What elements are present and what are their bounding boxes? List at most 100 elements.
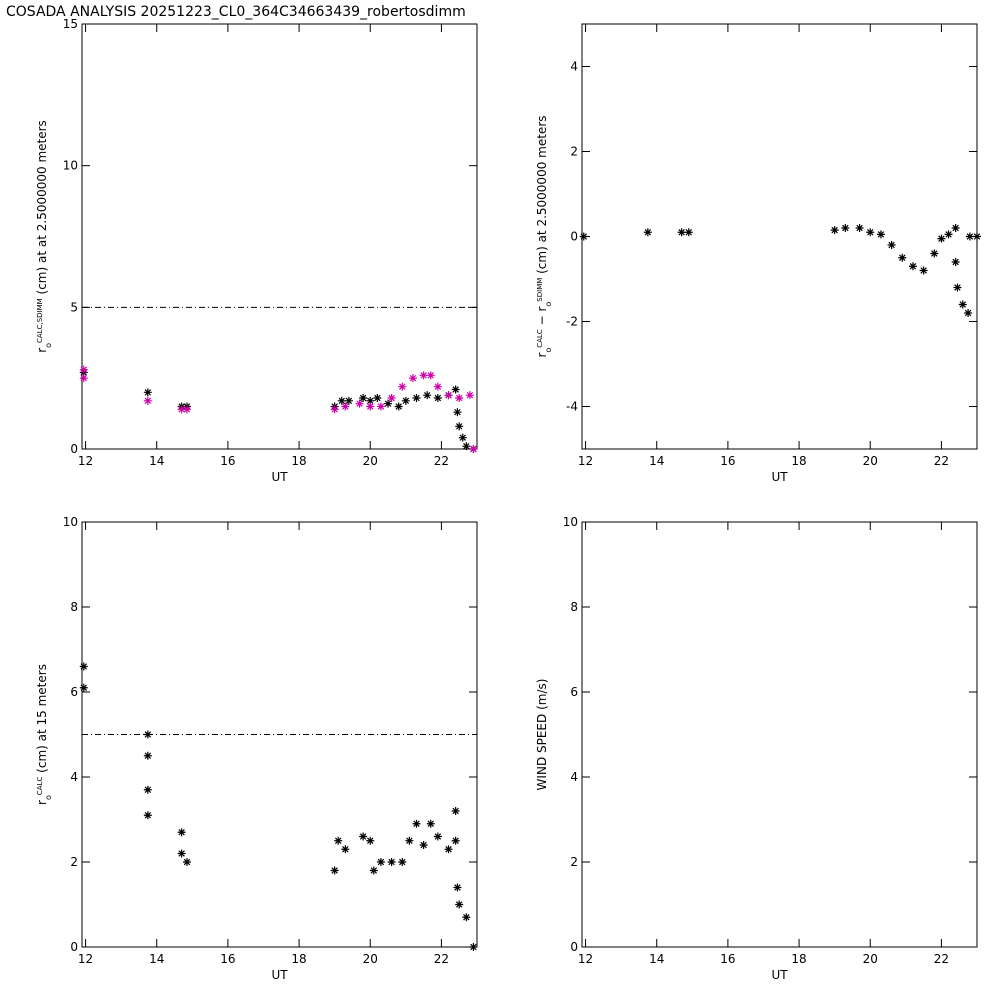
point: [376, 858, 385, 866]
point: [465, 391, 474, 400]
y-axis-label-part: CALC: [536, 329, 544, 348]
point: [369, 866, 378, 875]
y-axis-label-part: WIND SPEED (m/s): [535, 679, 549, 791]
y-tick-label: 0: [570, 230, 578, 244]
x-tick-label: 14: [149, 454, 164, 468]
x-tick-label: 12: [578, 454, 593, 468]
x-tick-label: 12: [78, 952, 93, 966]
point: [177, 849, 186, 858]
x-tick-label: 22: [434, 454, 449, 468]
point: [919, 266, 928, 275]
x-axis-label: UT: [271, 470, 288, 484]
point: [677, 228, 686, 237]
plot-frame: [581, 521, 978, 948]
y-axis-label-part: r: [535, 353, 549, 358]
y-axis-label-part: r: [35, 800, 49, 805]
point: [423, 391, 432, 400]
x-tick-label: 18: [791, 454, 806, 468]
point: [426, 371, 435, 380]
x-tick-label: 20: [863, 952, 878, 966]
point: [401, 396, 410, 405]
plot-frame: [581, 23, 978, 450]
point: [359, 394, 368, 402]
point: [405, 836, 414, 845]
x-tick-label: 22: [934, 952, 949, 966]
point: [334, 836, 343, 845]
point: [930, 249, 939, 258]
y-tick-label: 5: [70, 300, 78, 314]
point: [453, 883, 462, 892]
point: [462, 442, 471, 451]
y-axis-label: roCALC − roSDIMM (cm) at 2.5000000 meter…: [535, 115, 553, 357]
y-tick-label: 0: [70, 940, 78, 954]
point: [908, 262, 917, 271]
point: [366, 836, 375, 845]
point: [419, 841, 428, 849]
point: [79, 365, 88, 374]
y-axis-label: WIND SPEED (m/s): [535, 679, 549, 791]
y-axis-label-part: (cm) at 15 meters: [35, 664, 49, 777]
point: [387, 858, 396, 866]
point: [337, 396, 346, 405]
x-tick-label: 22: [434, 952, 449, 966]
point: [366, 402, 375, 411]
point: [455, 900, 464, 909]
point: [177, 828, 186, 837]
point: [177, 405, 186, 414]
point: [143, 730, 152, 739]
point: [143, 388, 152, 397]
x-tick-label: 16: [220, 454, 235, 468]
point: [341, 402, 350, 411]
y-tick-label: 4: [570, 60, 578, 74]
point: [455, 394, 464, 402]
point: [355, 399, 364, 408]
y-axis-label: roCALC,SDIMM (cm) at at 2.5000000 meters: [35, 120, 53, 353]
point: [451, 385, 460, 394]
plot-frame: [81, 23, 478, 450]
point: [953, 283, 962, 292]
point: [455, 422, 464, 431]
point: [387, 394, 396, 402]
y-tick-label: 15: [63, 17, 78, 31]
y-tick-label: 4: [570, 770, 578, 784]
x-tick-label: 12: [578, 952, 593, 966]
point: [855, 224, 864, 232]
y-axis-label-part: − r: [535, 307, 549, 330]
x-axis-label: UT: [271, 968, 288, 982]
point: [394, 402, 403, 411]
point: [469, 445, 478, 453]
y-axis-label-part: o: [44, 795, 53, 800]
point: [469, 943, 478, 951]
point: [143, 751, 152, 760]
point: [79, 662, 88, 671]
y-axis-label-part: SDIMM: [536, 278, 544, 302]
point: [458, 433, 467, 442]
point: [426, 819, 435, 828]
point: [384, 399, 393, 408]
point: [937, 234, 946, 243]
x-tick-label: 14: [649, 454, 664, 468]
point: [143, 785, 152, 794]
point: [412, 394, 421, 402]
y-axis-label-part: o: [544, 348, 553, 353]
point: [408, 374, 417, 383]
x-tick-label: 20: [363, 454, 378, 468]
point: [951, 258, 960, 266]
x-tick-label: 18: [791, 952, 806, 966]
point: [451, 807, 460, 815]
point: [579, 232, 588, 241]
point: [433, 832, 442, 841]
y-axis-label-part: o: [44, 343, 53, 348]
point: [433, 382, 442, 391]
y-tick-label: 2: [570, 855, 578, 869]
x-tick-label: 16: [720, 454, 735, 468]
point: [866, 228, 875, 237]
y-tick-label: 2: [570, 145, 578, 159]
point: [341, 845, 350, 854]
point: [965, 232, 974, 241]
x-tick-label: 18: [291, 952, 306, 966]
point: [444, 391, 453, 400]
point: [944, 230, 953, 239]
y-axis-label-part: r: [35, 348, 49, 353]
